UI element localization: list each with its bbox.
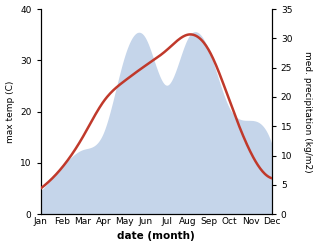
- Y-axis label: med. precipitation (kg/m2): med. precipitation (kg/m2): [303, 51, 313, 172]
- Y-axis label: max temp (C): max temp (C): [5, 80, 15, 143]
- X-axis label: date (month): date (month): [117, 231, 195, 242]
